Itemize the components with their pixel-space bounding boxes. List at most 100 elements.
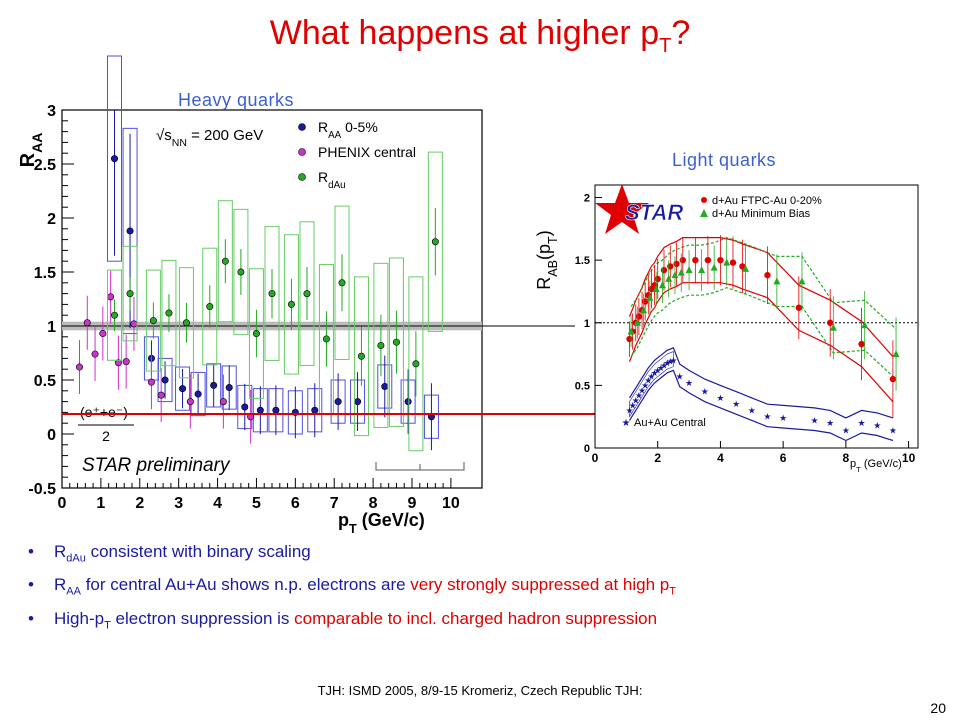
heavy-point-0-0 (111, 155, 119, 163)
heavy-legend-marker-1 (298, 148, 306, 156)
heavy-box-0-1 (122, 127, 138, 335)
heavy-formula-denominator: 2 (102, 428, 110, 444)
heavy-point-0-5 (194, 390, 202, 398)
heavy-box-2-6 (217, 200, 233, 323)
heavy-point-1-7 (130, 320, 138, 328)
heavy-point-1-1 (83, 319, 91, 327)
heavy-legend-label-2-part-1: dAu (328, 180, 345, 191)
bullet-2: RAA for central Au+Au shows n.p. electro… (28, 575, 948, 597)
heavy-box-2-5 (202, 247, 218, 366)
bullet-3: High-pT electron suppression is comparab… (28, 609, 948, 631)
heavy-point-2-6 (221, 257, 229, 265)
heavy-point-2-13 (338, 279, 346, 287)
heavy-point-2-0 (111, 311, 119, 319)
heavy-energy-annotation-part-1: NN (172, 137, 187, 149)
heavy-point-0-12 (311, 406, 319, 414)
bullet-2-highlight: very strongly suppressed at high p (410, 575, 670, 595)
heavy-xtick-label-5: 5 (252, 495, 261, 512)
heavy-box-0-5 (190, 371, 206, 417)
heavy-point-0-15 (381, 382, 389, 390)
heavy-point-2-4 (182, 319, 190, 327)
heavy-point-1-8 (147, 378, 155, 386)
heavy-point-1-6 (122, 358, 130, 366)
heavy-box-2-15 (373, 262, 389, 429)
heavy-point-0-8 (241, 403, 249, 411)
heavy-bracket (375, 462, 465, 471)
title-sub: T (659, 34, 672, 57)
heavy-box-2-11 (299, 221, 315, 366)
heavy-point-2-12 (322, 335, 330, 343)
bullet-2-text: for central Au+Au shows n.p. electrons a… (80, 575, 411, 595)
heavy-legend-label-0-part-2: 0-5% (341, 119, 378, 135)
heavy-box-2-13 (334, 205, 350, 360)
heavy-point-0-13 (334, 398, 342, 406)
heavy-point-0-4 (179, 385, 187, 393)
heavy-formula-numerator: (e⁺+e⁻) (80, 404, 128, 420)
heavy-point-0-3 (161, 376, 169, 384)
heavy-point-0-7 (225, 384, 233, 392)
bullet-2-pre: R (54, 575, 67, 595)
heavy-ytick-label-1: 0 (47, 427, 56, 444)
heavy-point-2-17 (412, 360, 420, 368)
heavy-energy-annotation: √sNN = 200 GeV (156, 127, 263, 149)
heavy-point-0-9 (256, 406, 264, 414)
heavy-xtick-label-0: 0 (58, 495, 67, 512)
heavy-box-2-3 (161, 259, 177, 367)
heavy-xtick-label-2: 2 (135, 495, 144, 512)
heavy-point-2-3 (165, 309, 173, 317)
heavy-legend-label-1: PHENIX central (318, 144, 416, 160)
heavy-point-2-11 (303, 290, 311, 298)
heavy-point-1-3 (99, 330, 107, 338)
page-number: 20 (930, 700, 946, 716)
heavy-box-0-6 (206, 363, 222, 408)
bullet-3-highlight: comparable to incl. charged hadron suppr… (294, 608, 658, 628)
heavy-point-1-9 (157, 391, 165, 399)
heavy-point-1-2 (91, 350, 99, 358)
heavy-point-0-16 (404, 398, 412, 406)
heavy-xtick-label-10: 10 (442, 495, 460, 512)
title-end: ? (671, 14, 691, 52)
heavy-point-2-7 (237, 268, 245, 276)
heavy-ylabel: RAA (17, 133, 45, 168)
heavy-energy-annotation-part-0: √s (156, 127, 172, 144)
heavy-box-2-1 (122, 245, 138, 342)
heavy-xlabel-part-0: p (338, 510, 349, 530)
heavy-point-1-10 (186, 398, 194, 406)
bullet-1: RdAu consistent with binary scaling (28, 542, 948, 564)
heavy-xtick-label-8: 8 (369, 495, 378, 512)
footer: TJH: ISMD 2005, 8/9-15 Kromeriz, Czech R… (317, 683, 643, 698)
heavy-legend-label-2: RdAu (318, 169, 346, 191)
heavy-point-1-4 (107, 293, 115, 301)
bullet-2-post-sub: T (669, 585, 676, 598)
heavy-legend-label-0: RAA 0-5% (318, 119, 378, 141)
bullet-list: RdAu consistent with binary scaling RAA … (28, 542, 948, 642)
bullet-3-pre: High-p (54, 608, 105, 628)
bullet-2-sub: AA (66, 585, 81, 598)
heavy-xlabel: pT (GeV/c) (338, 510, 425, 536)
heavy-point-2-16 (392, 338, 400, 346)
heavy-ytick-label-4: 1.5 (34, 265, 56, 282)
heavy-ytick-label-5: 2 (47, 211, 56, 228)
heavy-legend-marker-0 (298, 123, 306, 131)
heavy-point-2-15 (377, 341, 385, 349)
heavy-ylabel-part-1: AA (29, 133, 45, 153)
heavy-legend-label-0-part-1: AA (328, 130, 342, 141)
heavy-box-2-7 (233, 208, 249, 336)
heavy-legend-label-2-part-0: R (318, 169, 328, 185)
slide-title: What happens at higher pT? (0, 14, 960, 58)
heavy-point-2-2 (149, 317, 157, 325)
heavy-xtick-label-6: 6 (291, 495, 300, 512)
heavy-point-2-18 (431, 238, 439, 246)
heavy-preliminary-label: STAR preliminary (82, 455, 231, 476)
heavy-point-0-10 (272, 406, 280, 414)
heavy-box-2-0 (107, 269, 122, 361)
heavy-box-2-2 (145, 269, 161, 372)
heavy-point-2-9 (268, 290, 276, 298)
bullet-1-text: consistent with binary scaling (85, 542, 311, 561)
heavy-legend-marker-2 (298, 173, 306, 181)
heavy-point-0-6 (210, 381, 218, 389)
heavy-point-2-8 (252, 330, 260, 338)
heavy-ytick-label-7: 3 (47, 103, 56, 120)
heavy-point-0-1 (126, 227, 134, 235)
